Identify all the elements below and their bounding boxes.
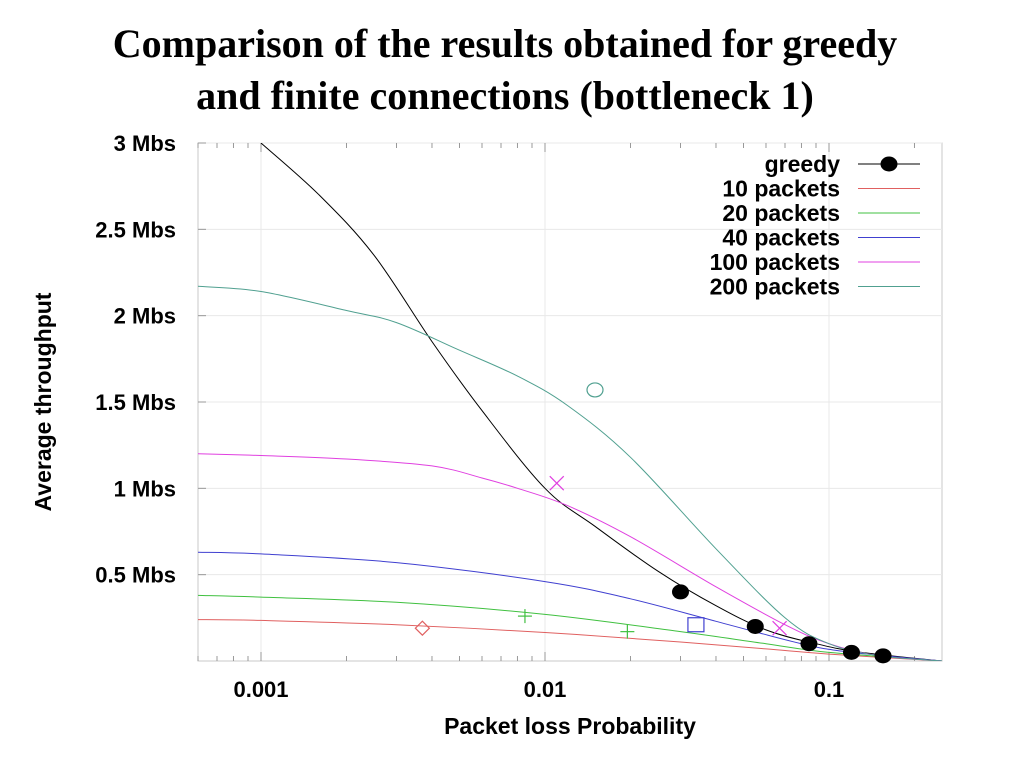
data-point-20-packets — [517, 609, 532, 624]
marker-cross-b — [549, 475, 565, 491]
legend-label-20-packets: 20 packets — [722, 200, 840, 226]
marker-dot — [880, 156, 898, 172]
marker-circle — [586, 382, 604, 398]
x-tick-label: 0.1 — [814, 677, 845, 702]
legend-label-10-packets: 10 packets — [722, 176, 840, 202]
title-line-1: Comparison of the results obtained for g… — [112, 21, 898, 66]
data-point-greedy — [800, 636, 818, 652]
y-tick-label: 1.5 Mbs — [95, 390, 176, 415]
y-tick-label: 0.5 Mbs — [95, 563, 176, 588]
grid — [198, 142, 942, 661]
marker-dot — [874, 648, 892, 664]
x-axis-label: Packet loss Probability — [444, 713, 696, 739]
series-line-40-packets — [198, 551, 942, 661]
data-point-greedy — [874, 648, 892, 664]
marker-dot — [842, 644, 860, 660]
series-line-200-packets — [198, 285, 942, 661]
marker-dot — [800, 636, 818, 652]
data-point-200-packets — [586, 382, 604, 398]
y-tick-label: 2.5 Mbs — [95, 217, 176, 242]
x-tick-label: 0.01 — [524, 677, 567, 702]
series-line-100-packets — [198, 453, 942, 661]
data-point-greedy — [746, 618, 764, 634]
y-tick-label: 2 Mbs — [114, 304, 176, 329]
data-point-greedy — [842, 644, 860, 660]
data-point-20-packets — [620, 624, 635, 639]
marker-dot — [746, 618, 764, 634]
x-tick-label: 0.001 — [233, 677, 288, 702]
legend-label-greedy: greedy — [765, 151, 841, 177]
y-tick-label: 3 Mbs — [114, 131, 176, 156]
legend-label-40-packets: 40 packets — [722, 225, 840, 251]
marker-dot — [671, 584, 689, 600]
data-point-greedy — [671, 584, 689, 600]
legend-label-100-packets: 100 packets — [710, 249, 840, 275]
marker-cross-b — [772, 620, 788, 636]
data-point-100-packets — [772, 620, 788, 636]
series-line-10-packets — [198, 619, 942, 661]
legend-label-200-packets: 200 packets — [710, 274, 840, 300]
y-tick-label: 1 Mbs — [114, 476, 176, 501]
y-axis-label: Average throughput — [30, 292, 56, 511]
axis-ticks: 3 Mbs 2.5 Mbs 2 Mbs 1.5 Mbs 1 Mbs 0.5 Mbs 0.00… — [95, 131, 915, 702]
legend-marker-greedy — [880, 156, 898, 172]
marker-square — [687, 617, 705, 633]
data-point-10-packets — [414, 620, 431, 637]
data-point-100-packets — [549, 475, 565, 491]
series-line-20-packets — [198, 594, 942, 661]
slide-title: Comparison of the results obtained for g… — [0, 18, 1010, 122]
series-markers — [414, 382, 892, 664]
title-line-2: and finite connections (bottleneck 1) — [196, 73, 814, 118]
marker-diamond — [414, 620, 431, 637]
data-point-40-packets — [687, 617, 705, 633]
